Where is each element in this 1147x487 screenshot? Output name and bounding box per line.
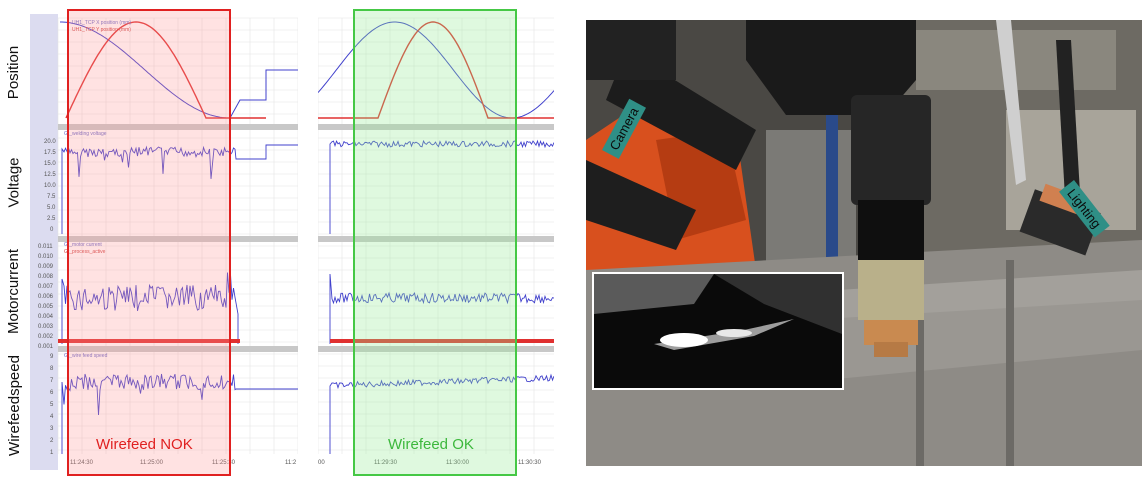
legend-position-y: UH1_TCP Y position (mm) [72,27,131,33]
inset-illustration [594,274,842,388]
voltage-trace [61,144,298,234]
current-tick: 0.003 [38,324,54,330]
voltage-tick: 2.5 [47,216,56,222]
wirefeed-ok-label: Wirefeed OK [388,436,474,453]
camera-inset-image [592,272,844,390]
voltage-tick: 5.0 [47,205,56,211]
panel-separator [58,346,298,352]
wirefeed-tick: 5 [50,402,54,408]
current-tick: 0.011 [38,244,53,250]
current-tick: 0.001 [38,344,54,350]
time-tick: 11:25:30 [212,460,235,466]
current-tick: 0.009 [38,264,54,270]
voltage-tick: 12.5 [44,172,56,178]
panel-separator [318,236,554,242]
ok-position-y-trace [318,21,554,119]
wirefeed-tick: 4 [50,414,54,420]
time-tick: 11:30:30 [518,460,541,466]
time-tick: 11:2 [285,460,297,466]
left-axis-strip [30,14,58,470]
wirefeed-tick: 8 [50,366,54,372]
legend-process-active: Gt_process_active [64,249,106,255]
wirefeed-nok-label: Wirefeed NOK [96,436,193,453]
legend-voltage: Gt_welding voltage [64,131,107,137]
panel-separator [318,124,554,130]
time-tick: 11:25:00 [140,460,163,466]
current-tick: 0.006 [38,294,54,300]
voltage-tick: 20.0 [44,139,56,145]
row-label-voltage: Voltage [5,157,23,208]
wirefeed-tick: 9 [50,354,54,360]
current-tick: 0.002 [38,334,54,340]
panel-separator [318,346,554,352]
current-tick: 0.005 [38,304,54,310]
row-label-motorcurrent: Motorcurrent [5,248,23,334]
current-trace [61,272,239,344]
current-tick: 0.004 [38,314,54,320]
wirefeed-tick: 2 [50,438,54,444]
panel-separator [58,124,298,130]
time-tick: 11:29:30 [374,460,397,466]
wirefeed-tick: 1 [50,450,54,456]
photo-illustration [586,20,1142,466]
middle-signal-chart: 00 11:29:30 11:30:00 11:30:30 [318,14,554,470]
left-signal-chart: UH1_TCP X position (mm) UH1_TCP Y positi… [30,14,298,470]
voltage-tick: 15.0 [44,161,56,167]
current-tick: 0.007 [38,284,54,290]
ok-process-active-bar [330,339,554,343]
legend-wirefeed: Gt_wire feed speed [64,353,108,359]
wirefeed-tick: 3 [50,426,54,432]
voltage-tick: 7.5 [47,194,56,200]
legend-position-x: UH1_TCP X position (mm) [72,20,132,26]
welding-setup-photo: Camera Lighting [586,20,1142,466]
position-x-trace [60,21,298,119]
voltage-tick: 10.0 [44,183,56,189]
position-y-trace [65,21,266,119]
process-active-bar [58,339,240,343]
legend-current: Gt_motor current [64,242,102,248]
current-tick: 0.008 [38,274,54,280]
nok-highlight-box [67,9,231,476]
voltage-tick: 17.5 [44,150,56,156]
row-label-wirefeedspeed: Wirefeedspeed [5,354,23,456]
time-tick: 00 [318,460,325,466]
middle-chart-svg [318,17,554,454]
time-tick: 11:30:00 [446,460,469,466]
ok-highlight-box [353,9,517,476]
voltage-tick: 0 [50,227,54,233]
time-tick: 11:24:30 [70,460,93,466]
wirefeed-trace [61,373,298,454]
current-tick: 0.010 [38,254,54,260]
left-chart-svg [30,14,298,470]
wirefeed-tick: 6 [50,390,54,396]
panel-separator [58,236,298,242]
row-label-position: Position [5,45,23,100]
wirefeed-tick: 7 [50,378,54,384]
